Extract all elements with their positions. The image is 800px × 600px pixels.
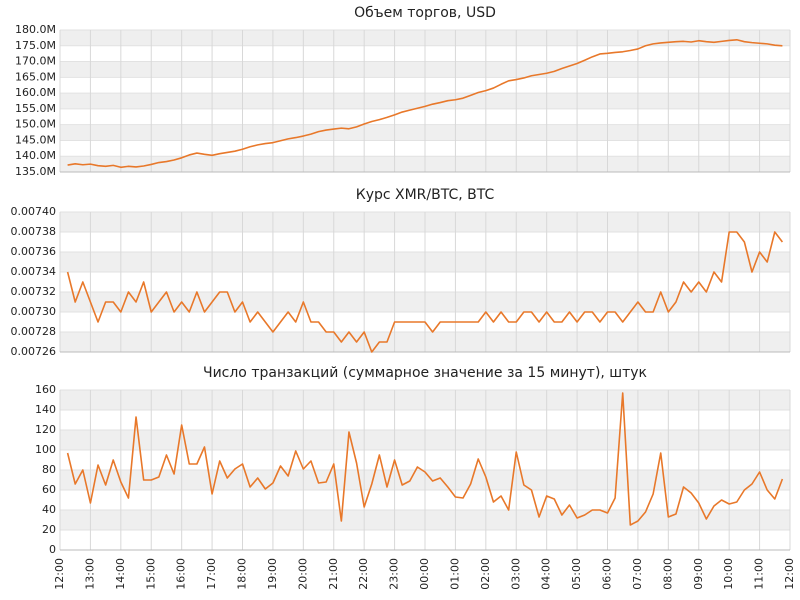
y-tick-label: 0.00734 xyxy=(11,265,57,278)
y-tick-label: 165.0M xyxy=(15,70,56,83)
x-tick-label: 15:00 xyxy=(144,558,157,590)
y-tick-label: 140.0M xyxy=(15,149,56,162)
x-tick-label: 06:00 xyxy=(601,558,614,590)
y-tick-label: 160.0M xyxy=(15,86,56,99)
x-tick-label: 05:00 xyxy=(570,558,583,590)
x-tick-label: 02:00 xyxy=(479,558,492,590)
y-tick-label: 145.0M xyxy=(15,133,56,146)
x-tick-label: 00:00 xyxy=(418,558,431,590)
y-tick-label: 0.00738 xyxy=(11,225,57,238)
x-tick-label: 10:00 xyxy=(722,558,735,590)
x-tick-label: 07:00 xyxy=(631,558,644,590)
x-tick-label: 12:00 xyxy=(53,558,66,590)
y-tick-label: 20 xyxy=(42,523,56,536)
data-line xyxy=(66,231,784,353)
chart-title: Число транзакций (суммарное значение за … xyxy=(203,365,647,381)
y-tick-label: 135.0M xyxy=(15,165,56,178)
y-tick-label: 0.00730 xyxy=(11,305,57,318)
x-tick-label: 12:00 xyxy=(783,558,796,590)
x-tick-label: 17:00 xyxy=(205,558,218,590)
y-tick-label: 150.0M xyxy=(15,118,56,131)
y-tick-label: 60 xyxy=(42,483,56,496)
y-tick-label: 40 xyxy=(42,503,56,516)
y-tick-label: 120 xyxy=(35,423,56,436)
y-tick-label: 175.0M xyxy=(15,39,56,52)
x-tick-label: 14:00 xyxy=(114,558,127,590)
x-tick-label: 01:00 xyxy=(448,558,461,590)
y-tick-label: 0.00728 xyxy=(11,325,57,338)
y-tick-label: 80 xyxy=(42,463,56,476)
y-tick-label: 0 xyxy=(49,543,56,556)
data-line xyxy=(66,392,784,526)
y-tick-label: 160 xyxy=(35,383,56,396)
x-tick-label: 19:00 xyxy=(266,558,279,590)
x-tick-label: 03:00 xyxy=(509,558,522,590)
x-tick-label: 21:00 xyxy=(327,558,340,590)
x-tick-label: 16:00 xyxy=(175,558,188,590)
x-tick-label: 04:00 xyxy=(540,558,553,590)
y-tick-label: 0.00736 xyxy=(11,245,57,258)
y-tick-label: 0.00726 xyxy=(11,345,57,358)
x-tick-label: 22:00 xyxy=(357,558,370,590)
data-line xyxy=(67,38,783,169)
y-tick-label: 140 xyxy=(35,403,56,416)
x-tick-label: 18:00 xyxy=(236,558,249,590)
y-tick-label: 100 xyxy=(35,443,56,456)
y-tick-label: 0.00732 xyxy=(11,285,57,298)
x-tick-label: 13:00 xyxy=(83,558,96,590)
x-tick-label: 20:00 xyxy=(296,558,309,590)
y-tick-label: 0.00740 xyxy=(11,205,57,218)
x-tick-label: 08:00 xyxy=(661,558,674,590)
x-tick-label: 11:00 xyxy=(753,558,766,590)
x-tick-label: 09:00 xyxy=(692,558,705,590)
x-tick-label: 23:00 xyxy=(388,558,401,590)
y-tick-label: 180.0M xyxy=(15,23,56,36)
y-tick-label: 155.0M xyxy=(15,102,56,115)
chart-title: Объем торгов, USD xyxy=(354,5,496,21)
y-tick-label: 170.0M xyxy=(15,55,56,68)
chart-title: Курс XMR/BTC, BTC xyxy=(356,187,495,203)
